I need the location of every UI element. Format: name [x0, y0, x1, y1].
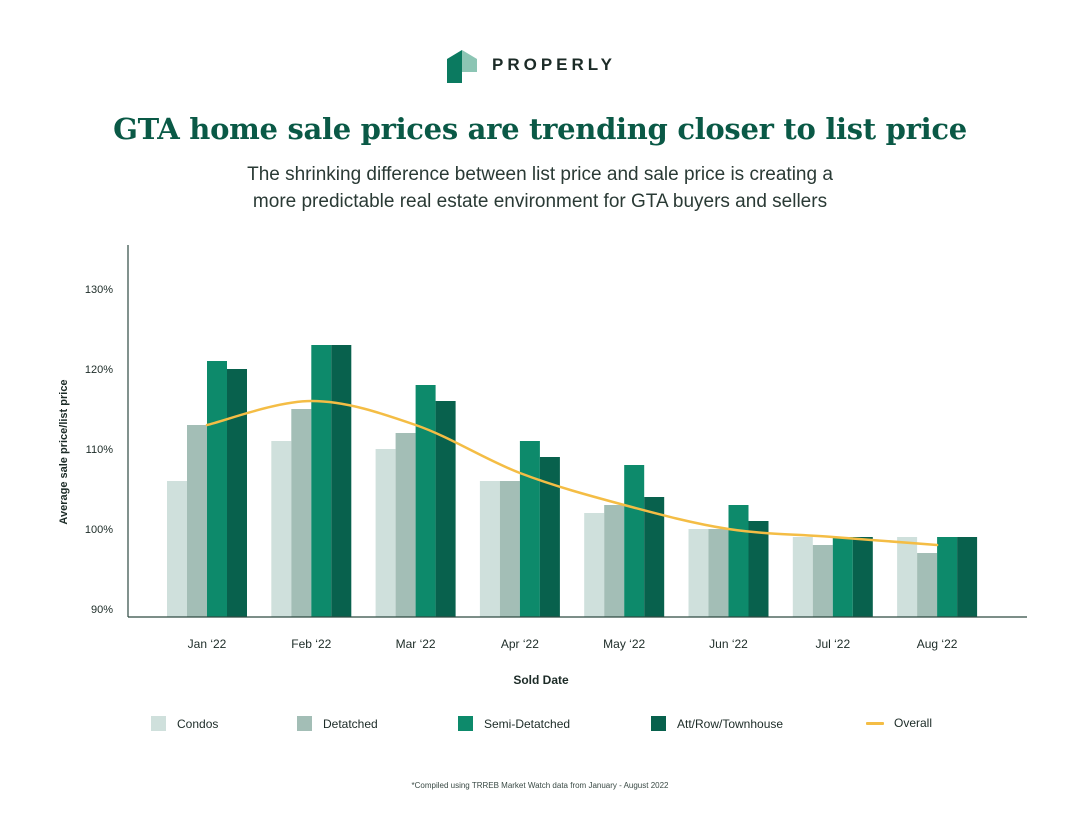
- x-tick-label: Aug ‘22: [917, 637, 958, 651]
- legend-item-att-row-townhouse: Att/Row/Townhouse: [651, 716, 783, 731]
- bar-condos-1: [271, 441, 292, 617]
- bar-semi-detatched-6: [832, 537, 853, 617]
- legend-item-semi-detatched: Semi-Detatched: [458, 716, 570, 731]
- bar-detatched-5: [708, 529, 729, 617]
- bar-condos-6: [792, 537, 813, 617]
- bar-att-row-townhouse-0: [227, 369, 247, 617]
- legend-label: Condos: [177, 716, 219, 731]
- subtitle-line-2: more predictable real estate environment…: [252, 191, 828, 212]
- bar-detatched-1: [291, 409, 312, 617]
- subtitle-line-1: The shrinking difference between list pr…: [247, 164, 833, 185]
- line-overall: [205, 399, 939, 547]
- bar-detatched-2: [395, 433, 416, 617]
- legend-label: Att/Row/Townhouse: [677, 716, 784, 731]
- x-tick-label: Jun ‘22: [709, 637, 748, 651]
- bar-group: [167, 345, 978, 617]
- bar-semi-detatched-2: [415, 385, 436, 617]
- legend-swatch: [151, 716, 166, 731]
- overall-line-group: [205, 399, 939, 547]
- legend-swatch: [297, 716, 312, 731]
- x-tick-label: Jan ‘22: [188, 637, 227, 651]
- bar-att-row-townhouse-2: [435, 401, 456, 617]
- y-tick-label: 120%: [85, 364, 113, 376]
- bar-detatched-3: [499, 481, 520, 617]
- bar-att-row-townhouse-1: [331, 345, 352, 617]
- bar-condos-2: [375, 449, 396, 617]
- bar-att-row-townhouse-6: [852, 537, 873, 617]
- x-tick-label: Mar ‘22: [396, 637, 436, 651]
- bar-semi-detatched-0: [207, 361, 227, 617]
- legend-item-detatched: Detatched: [297, 716, 378, 731]
- bar-semi-detatched-4: [624, 465, 645, 617]
- bar-att-row-townhouse-3: [539, 457, 560, 617]
- brand-name: PROPERLY: [492, 55, 616, 74]
- y-tick-label: 110%: [86, 444, 114, 456]
- x-tick-label: Apr ‘22: [501, 637, 539, 651]
- bar-detatched-4: [604, 505, 625, 617]
- page-subtitle: The shrinking difference between list pr…: [150, 161, 930, 215]
- legend-label: Overall: [894, 716, 933, 730]
- chart-legend: Condos Detatched Semi-Detatched Att/Row/Tow…: [0, 716, 1080, 736]
- legend-label: Semi-Detatched: [484, 716, 571, 731]
- bar-detatched-7: [917, 553, 938, 617]
- y-tick-label: 130%: [85, 284, 113, 296]
- legend-label: Detatched: [323, 716, 378, 731]
- bar-line-chart: Jan ‘22 Feb ‘22 Mar ‘22 Apr ‘22 May ‘22 Jun ‘…: [58, 245, 1027, 687]
- legend-swatch: [866, 721, 884, 725]
- bar-semi-detatched-5: [728, 505, 749, 617]
- y-tick-label: 90%: [91, 604, 113, 616]
- footnote: *Compiled using TRREB Market Watch data …: [411, 781, 669, 790]
- x-tick-label: Jul ‘22: [815, 637, 850, 651]
- x-tick-label: Feb ‘22: [291, 637, 331, 651]
- page-title: GTA home sale prices are trending closer…: [113, 112, 967, 146]
- bar-detatched-6: [812, 545, 833, 617]
- y-tick-label: 100%: [85, 524, 113, 536]
- x-tick-label: May ‘22: [603, 637, 645, 651]
- x-axis-label: Sold Date: [513, 673, 569, 687]
- legend-item-overall: Overall: [866, 716, 932, 730]
- bar-att-row-townhouse-5: [748, 521, 769, 617]
- bar-condos-3: [479, 481, 500, 617]
- bar-condos-7: [897, 537, 918, 617]
- bar-condos-4: [584, 513, 605, 617]
- bar-semi-detatched-7: [937, 537, 958, 617]
- bar-detatched-0: [187, 425, 207, 617]
- properly-house-logo-icon: [447, 50, 477, 83]
- brand-logo: PROPERLY: [446, 47, 616, 83]
- y-axis-label: Average sale price/list price: [58, 379, 70, 524]
- bar-att-row-townhouse-7: [957, 537, 978, 617]
- bar-condos-0: [167, 481, 187, 617]
- bar-semi-detatched-3: [519, 441, 540, 617]
- axes-group: Jan ‘22 Feb ‘22 Mar ‘22 Apr ‘22 May ‘22 Jun ‘…: [85, 245, 1027, 651]
- legend-item-condos: Condos: [151, 716, 218, 731]
- legend-swatch: [651, 716, 666, 731]
- bar-att-row-townhouse-4: [644, 497, 665, 617]
- legend-swatch: [458, 716, 473, 731]
- bar-condos-5: [688, 529, 709, 617]
- bar-semi-detatched-1: [311, 345, 332, 617]
